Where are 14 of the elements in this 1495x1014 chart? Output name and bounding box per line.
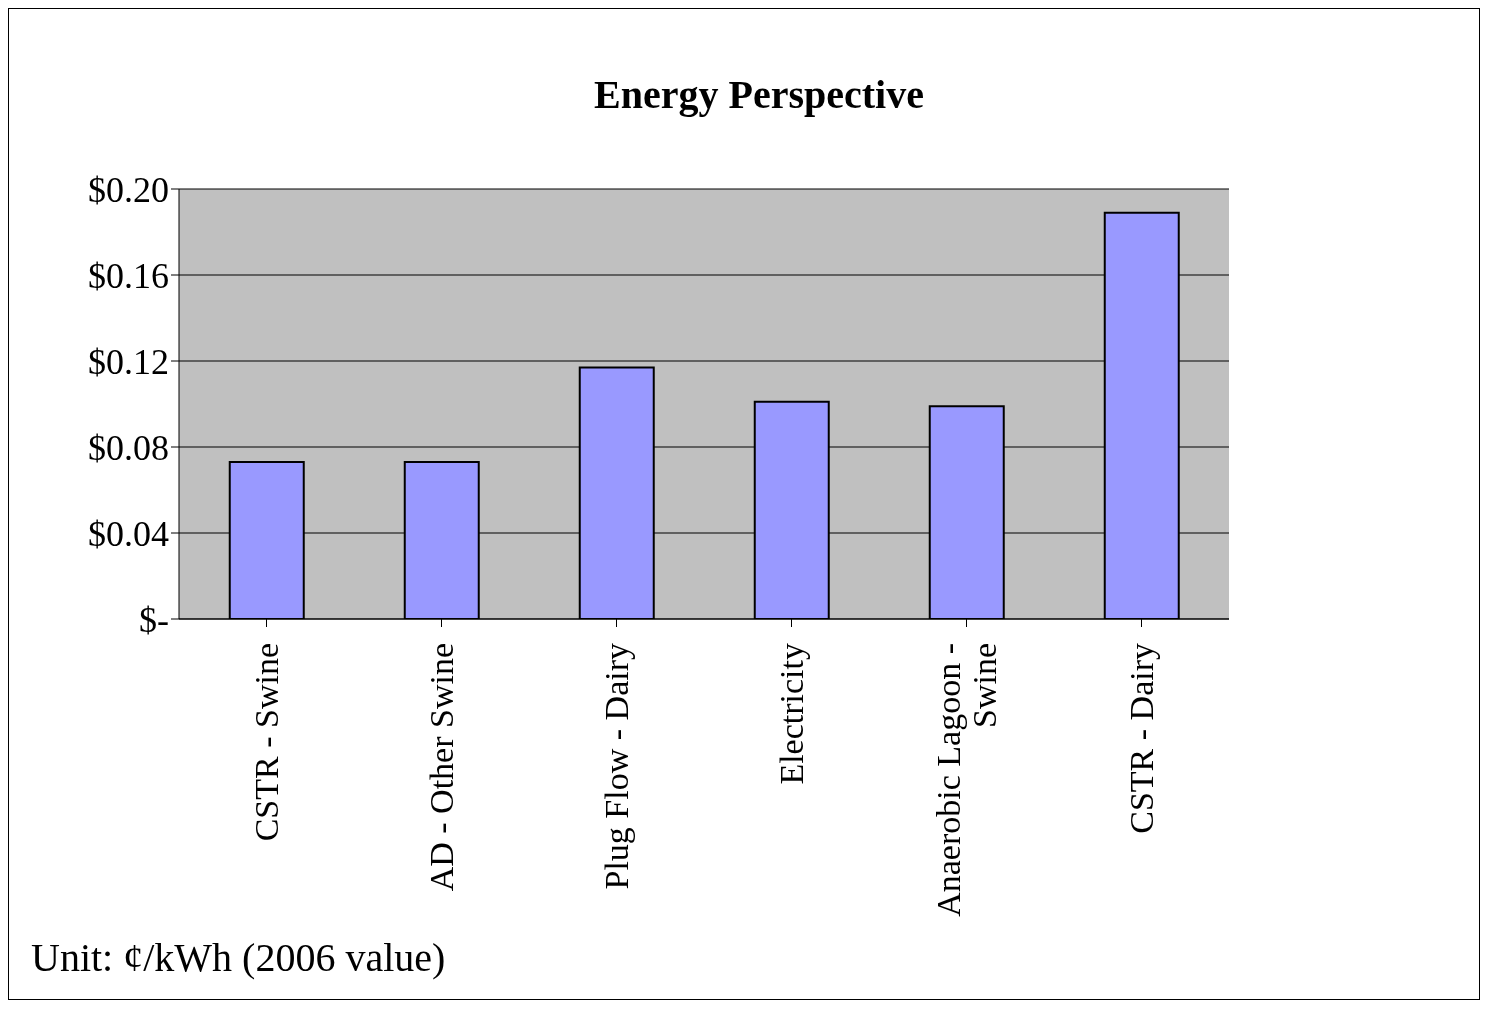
x-tick-label: Plug Flow - Dairy [598,643,636,890]
x-tick-label: CSTR - Swine [248,643,286,842]
y-tick-label: $0.04 [88,513,169,554]
x-tick-label: CSTR - Dairy [1123,643,1161,834]
y-tick-label: $0.20 [88,169,169,210]
y-tick-label: $- [139,599,169,640]
chart-title: Energy Perspective [593,71,925,118]
y-tick-label: $0.12 [88,341,169,382]
text: Unit: ¢/kWh (2006 value) [31,934,446,981]
y-tick-label: $0.16 [88,255,169,296]
x-tick-label: Electricity [773,643,811,785]
y-tick-label: $0.08 [88,427,169,468]
x-tick-label: Anaerobic Lagoon - Swine [930,643,1004,917]
x-tick-label: AD - Other Swine [423,643,461,892]
